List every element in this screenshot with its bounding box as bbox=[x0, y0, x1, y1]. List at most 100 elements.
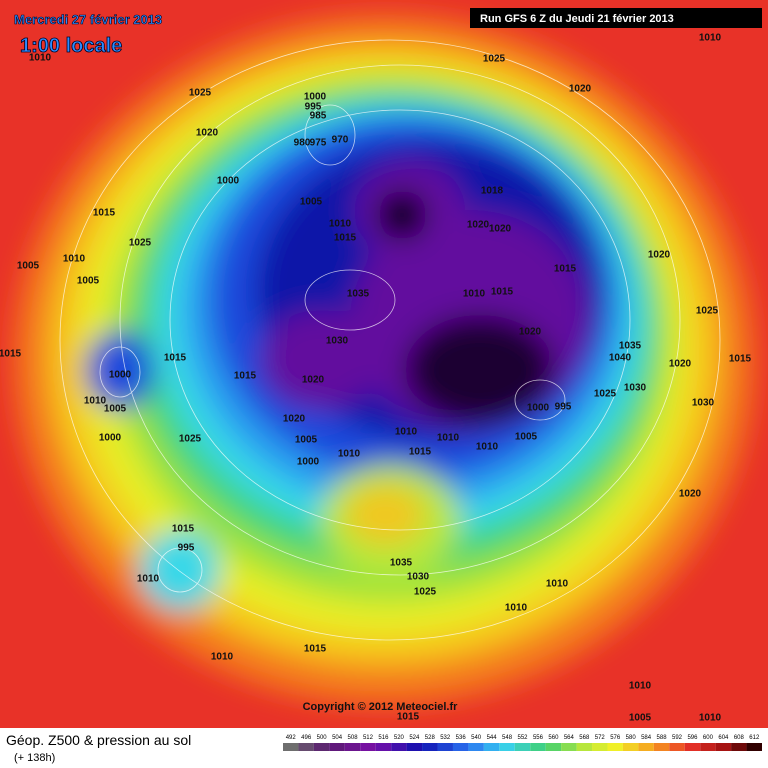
legend-swatch bbox=[344, 743, 361, 751]
isobar-label: 1010 bbox=[63, 254, 86, 265]
isobar-label: 1010 bbox=[463, 289, 486, 300]
legend-swatch bbox=[653, 743, 670, 751]
isobar-label: 1000 bbox=[297, 457, 320, 468]
isobar-label: 1015 bbox=[729, 354, 752, 365]
isobar-label: 995 bbox=[178, 543, 195, 554]
isobar-label: 1005 bbox=[17, 261, 40, 272]
legend-label: 500 bbox=[317, 735, 328, 741]
isobar-label: 1020 bbox=[648, 250, 671, 261]
isobar-label: 1010 bbox=[505, 603, 528, 614]
legend-swatch bbox=[545, 743, 562, 751]
copyright: Copyright © 2012 Meteociel.fr bbox=[303, 701, 459, 713]
isobar-label: 1020 bbox=[519, 327, 542, 338]
legend-swatch bbox=[360, 743, 376, 751]
legend-label: 540 bbox=[471, 735, 482, 741]
isobar-label: 1000 bbox=[217, 176, 240, 187]
isobar-label: 1005 bbox=[104, 404, 127, 415]
legend-label: 564 bbox=[564, 735, 575, 741]
isobar-label: 1010 bbox=[699, 33, 722, 44]
legend-swatch bbox=[576, 743, 593, 751]
legend-label: 492 bbox=[286, 735, 297, 741]
isobar-label: 1010 bbox=[476, 442, 499, 453]
isobar-label: 1005 bbox=[515, 432, 538, 443]
isobar-label: 1025 bbox=[696, 306, 719, 317]
legend-label: 504 bbox=[332, 735, 343, 741]
isobar-labels: 1010102510201000101510251005101010051015… bbox=[0, 33, 752, 724]
legend-label: 584 bbox=[641, 735, 652, 741]
legend-label: 556 bbox=[533, 735, 544, 741]
isobar-label: 1000 bbox=[527, 403, 550, 414]
isobar-label: 1020 bbox=[467, 220, 490, 231]
isobar-label: 980 bbox=[294, 138, 311, 149]
legend-label: 520 bbox=[394, 735, 405, 741]
isobar-label: 1030 bbox=[407, 572, 430, 583]
isobar-label: 1015 bbox=[491, 287, 514, 298]
isobar-label: 1020 bbox=[283, 414, 306, 425]
isobar-label: 1015 bbox=[93, 208, 116, 219]
legend-label: 596 bbox=[687, 735, 698, 741]
isobar-label: 1015 bbox=[0, 349, 22, 360]
isobar-label: 975 bbox=[310, 138, 327, 149]
isobar-label: 1015 bbox=[304, 644, 327, 655]
legend-swatch bbox=[561, 743, 577, 751]
run-info: Run GFS 6 Z du Jeudi 21 février 2013 bbox=[480, 13, 674, 25]
legend-swatch bbox=[422, 743, 438, 751]
isobar-label: 1010 bbox=[437, 433, 460, 444]
legend-label: 552 bbox=[517, 735, 528, 741]
legend-label: 548 bbox=[502, 735, 513, 741]
legend-swatch bbox=[684, 743, 701, 751]
legend-swatch bbox=[514, 743, 531, 751]
isobar-label: 970 bbox=[332, 135, 349, 146]
legend-label: 568 bbox=[579, 735, 590, 741]
isobar-label: 1035 bbox=[347, 289, 370, 300]
isobar-label: 1010 bbox=[137, 574, 160, 585]
forecast-date: Mercredi 27 février 2013 bbox=[14, 12, 162, 27]
isobar-label: 985 bbox=[310, 111, 327, 122]
legend-swatch bbox=[530, 743, 546, 751]
isobar-label: 1010 bbox=[329, 219, 352, 230]
isobar-label: 1040 bbox=[609, 353, 632, 364]
color-legend: 492 496 500 504 508 512 516 520 524 528 532 536 540 5… bbox=[283, 735, 762, 751]
isobar-label: 1010 bbox=[338, 449, 361, 460]
legend-label: 512 bbox=[363, 735, 374, 741]
legend-swatch bbox=[437, 743, 453, 751]
legend-label: 580 bbox=[626, 735, 637, 741]
legend-swatch bbox=[391, 743, 407, 751]
legend-swatch bbox=[746, 743, 762, 751]
isobar-label: 1015 bbox=[172, 524, 195, 535]
legend-swatch bbox=[329, 743, 345, 751]
legend-swatch bbox=[607, 743, 623, 751]
legend-label: 516 bbox=[378, 735, 389, 741]
isobar-label: 1025 bbox=[414, 587, 437, 598]
isobar-label: 1015 bbox=[554, 264, 577, 275]
legend-swatch bbox=[669, 743, 685, 751]
legend-swatch bbox=[468, 743, 484, 751]
isobar-label: 1010 bbox=[84, 396, 107, 407]
isobar-label: 1015 bbox=[334, 233, 357, 244]
isobar-label: 1025 bbox=[483, 54, 506, 65]
isobar-label: 1010 bbox=[546, 579, 569, 590]
legend-swatch bbox=[499, 743, 515, 751]
legend-label: 508 bbox=[348, 735, 359, 741]
isobar-label: 1015 bbox=[164, 353, 187, 364]
isobar-label: 1015 bbox=[234, 371, 257, 382]
legend-swatch bbox=[700, 743, 716, 751]
isobar-label: 1020 bbox=[489, 224, 512, 235]
legend-label: 496 bbox=[301, 735, 312, 741]
isobar-label: 1010 bbox=[211, 652, 234, 663]
isobar-label: 1025 bbox=[594, 389, 617, 400]
isobar-label: 1030 bbox=[692, 398, 715, 409]
legend-label: 612 bbox=[749, 735, 760, 741]
forecast-time: 1:00 locale bbox=[20, 35, 122, 57]
legend-swatch bbox=[313, 743, 330, 751]
isobar-label: 1035 bbox=[390, 558, 413, 569]
isobar-label: 1035 bbox=[619, 341, 642, 352]
legend-label: 592 bbox=[672, 735, 683, 741]
legend-label: 600 bbox=[703, 735, 714, 741]
run-box bbox=[470, 8, 762, 28]
isobar-label: 1020 bbox=[196, 128, 219, 139]
isobar-label: 1020 bbox=[569, 84, 592, 95]
isobar-label: 1025 bbox=[179, 434, 202, 445]
legend-label: 560 bbox=[548, 735, 559, 741]
